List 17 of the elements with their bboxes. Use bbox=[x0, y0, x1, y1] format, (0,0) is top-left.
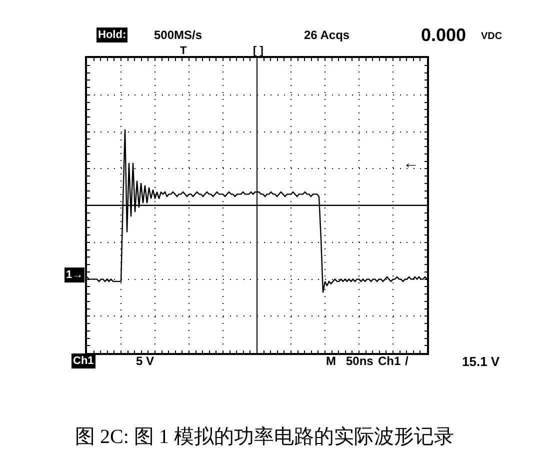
text: Ch1 bbox=[73, 355, 94, 367]
annotation: ← bbox=[403, 155, 419, 172]
text: 26 Acqs bbox=[304, 28, 350, 42]
text: 0.000 bbox=[421, 25, 466, 45]
text: Ch1 bbox=[378, 354, 401, 368]
text: / bbox=[405, 354, 409, 368]
text: VDC bbox=[481, 31, 502, 42]
text: 500MS/s bbox=[154, 28, 202, 42]
caption: 图 2C: 图 1 模拟的功率电路的实际波形记录 bbox=[75, 426, 454, 448]
text: 50ns bbox=[346, 354, 374, 368]
text: M bbox=[326, 354, 336, 368]
text: 5 V bbox=[136, 354, 154, 368]
text: Hold: bbox=[98, 29, 126, 41]
text: 15.1 V bbox=[462, 354, 500, 369]
text: T bbox=[180, 45, 187, 57]
text: [ ] bbox=[253, 45, 264, 57]
annotation: 1→ bbox=[66, 269, 84, 281]
